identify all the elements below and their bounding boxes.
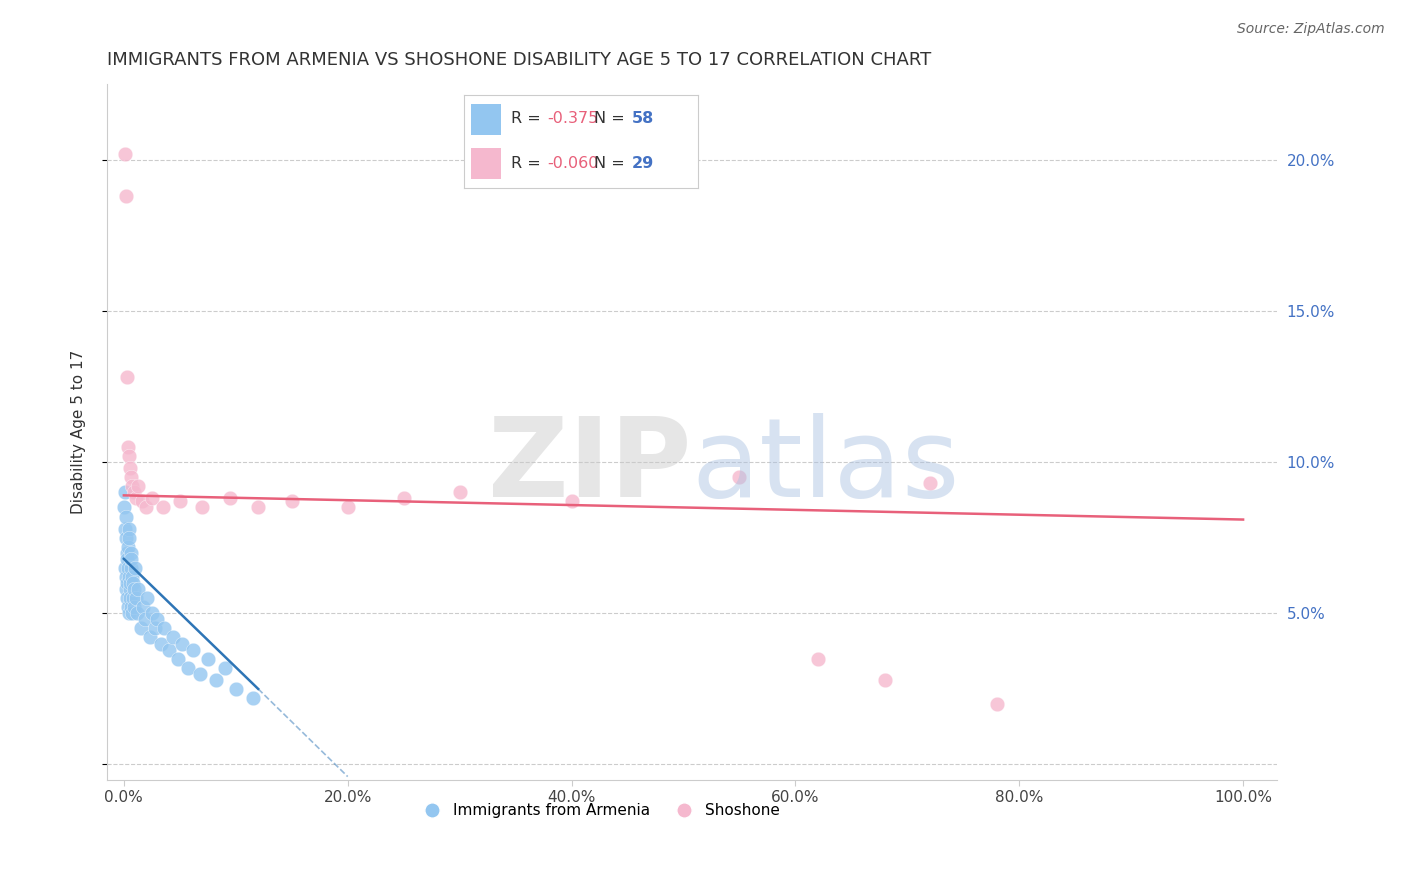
Point <box>807 651 830 665</box>
Point <box>122 582 145 596</box>
Point <box>127 479 149 493</box>
Point <box>114 561 136 575</box>
Point <box>115 531 138 545</box>
Point <box>114 522 136 536</box>
Point <box>191 500 214 515</box>
Point <box>115 582 138 596</box>
Point <box>336 500 359 515</box>
Point <box>131 494 153 508</box>
Point <box>132 600 155 615</box>
Point <box>118 449 141 463</box>
Point <box>117 440 139 454</box>
Point <box>125 591 148 606</box>
Point <box>129 622 152 636</box>
Point <box>114 570 136 584</box>
Text: Source: ZipAtlas.com: Source: ZipAtlas.com <box>1237 22 1385 37</box>
Point <box>121 607 143 621</box>
Point <box>449 485 471 500</box>
Point <box>146 612 169 626</box>
Point <box>281 494 304 508</box>
Point <box>392 491 415 506</box>
Point <box>115 370 138 384</box>
Y-axis label: Disability Age 5 to 17: Disability Age 5 to 17 <box>72 350 86 514</box>
Text: atlas: atlas <box>692 413 960 520</box>
Point <box>118 570 141 584</box>
Point <box>162 631 184 645</box>
Point <box>121 591 143 606</box>
Point <box>121 479 143 493</box>
Point <box>873 673 896 687</box>
Point <box>124 600 146 615</box>
Point <box>127 607 149 621</box>
Point <box>986 697 1008 711</box>
Point <box>219 491 242 506</box>
Point <box>120 600 142 615</box>
Point <box>134 612 156 626</box>
Point <box>120 561 142 575</box>
Point <box>141 491 163 506</box>
Point <box>118 582 141 596</box>
Point <box>117 600 139 615</box>
Point <box>112 500 135 515</box>
Point <box>141 607 163 621</box>
Point <box>117 552 139 566</box>
Point <box>122 576 145 591</box>
Point <box>118 461 141 475</box>
Point <box>125 491 148 506</box>
Point <box>121 552 143 566</box>
Point <box>214 661 236 675</box>
Text: ZIP: ZIP <box>488 413 692 520</box>
Point <box>152 500 174 515</box>
Text: IMMIGRANTS FROM ARMENIA VS SHOSHONE DISABILITY AGE 5 TO 17 CORRELATION CHART: IMMIGRANTS FROM ARMENIA VS SHOSHONE DISA… <box>107 51 931 69</box>
Point <box>136 591 159 606</box>
Point <box>120 591 142 606</box>
Point <box>188 666 211 681</box>
Point <box>124 561 146 575</box>
Point <box>242 690 264 705</box>
Point <box>204 673 226 687</box>
Point <box>169 494 191 508</box>
Point <box>149 636 172 650</box>
Point <box>247 500 270 515</box>
Point <box>118 576 141 591</box>
Point <box>114 146 136 161</box>
Point <box>117 522 139 536</box>
Point <box>120 470 142 484</box>
Point <box>115 591 138 606</box>
Point <box>166 651 188 665</box>
Point <box>117 540 139 554</box>
Point <box>157 642 180 657</box>
Point <box>176 661 198 675</box>
Point <box>197 651 219 665</box>
Point <box>114 189 136 203</box>
Point <box>181 642 204 657</box>
Point <box>728 470 751 484</box>
Point <box>170 636 193 650</box>
Point <box>143 622 166 636</box>
Point <box>918 476 941 491</box>
Point <box>122 485 145 500</box>
Point <box>225 681 247 696</box>
Point <box>118 531 141 545</box>
Point <box>120 546 142 560</box>
Legend: Immigrants from Armenia, Shoshone: Immigrants from Armenia, Shoshone <box>411 797 786 824</box>
Point <box>135 500 157 515</box>
Point <box>138 631 160 645</box>
Point <box>115 576 138 591</box>
Point <box>117 561 139 575</box>
Point <box>121 570 143 584</box>
Point <box>114 485 136 500</box>
Point <box>561 494 583 508</box>
Point <box>127 582 149 596</box>
Point <box>118 607 141 621</box>
Point <box>115 546 138 560</box>
Point <box>115 509 138 524</box>
Point <box>153 622 176 636</box>
